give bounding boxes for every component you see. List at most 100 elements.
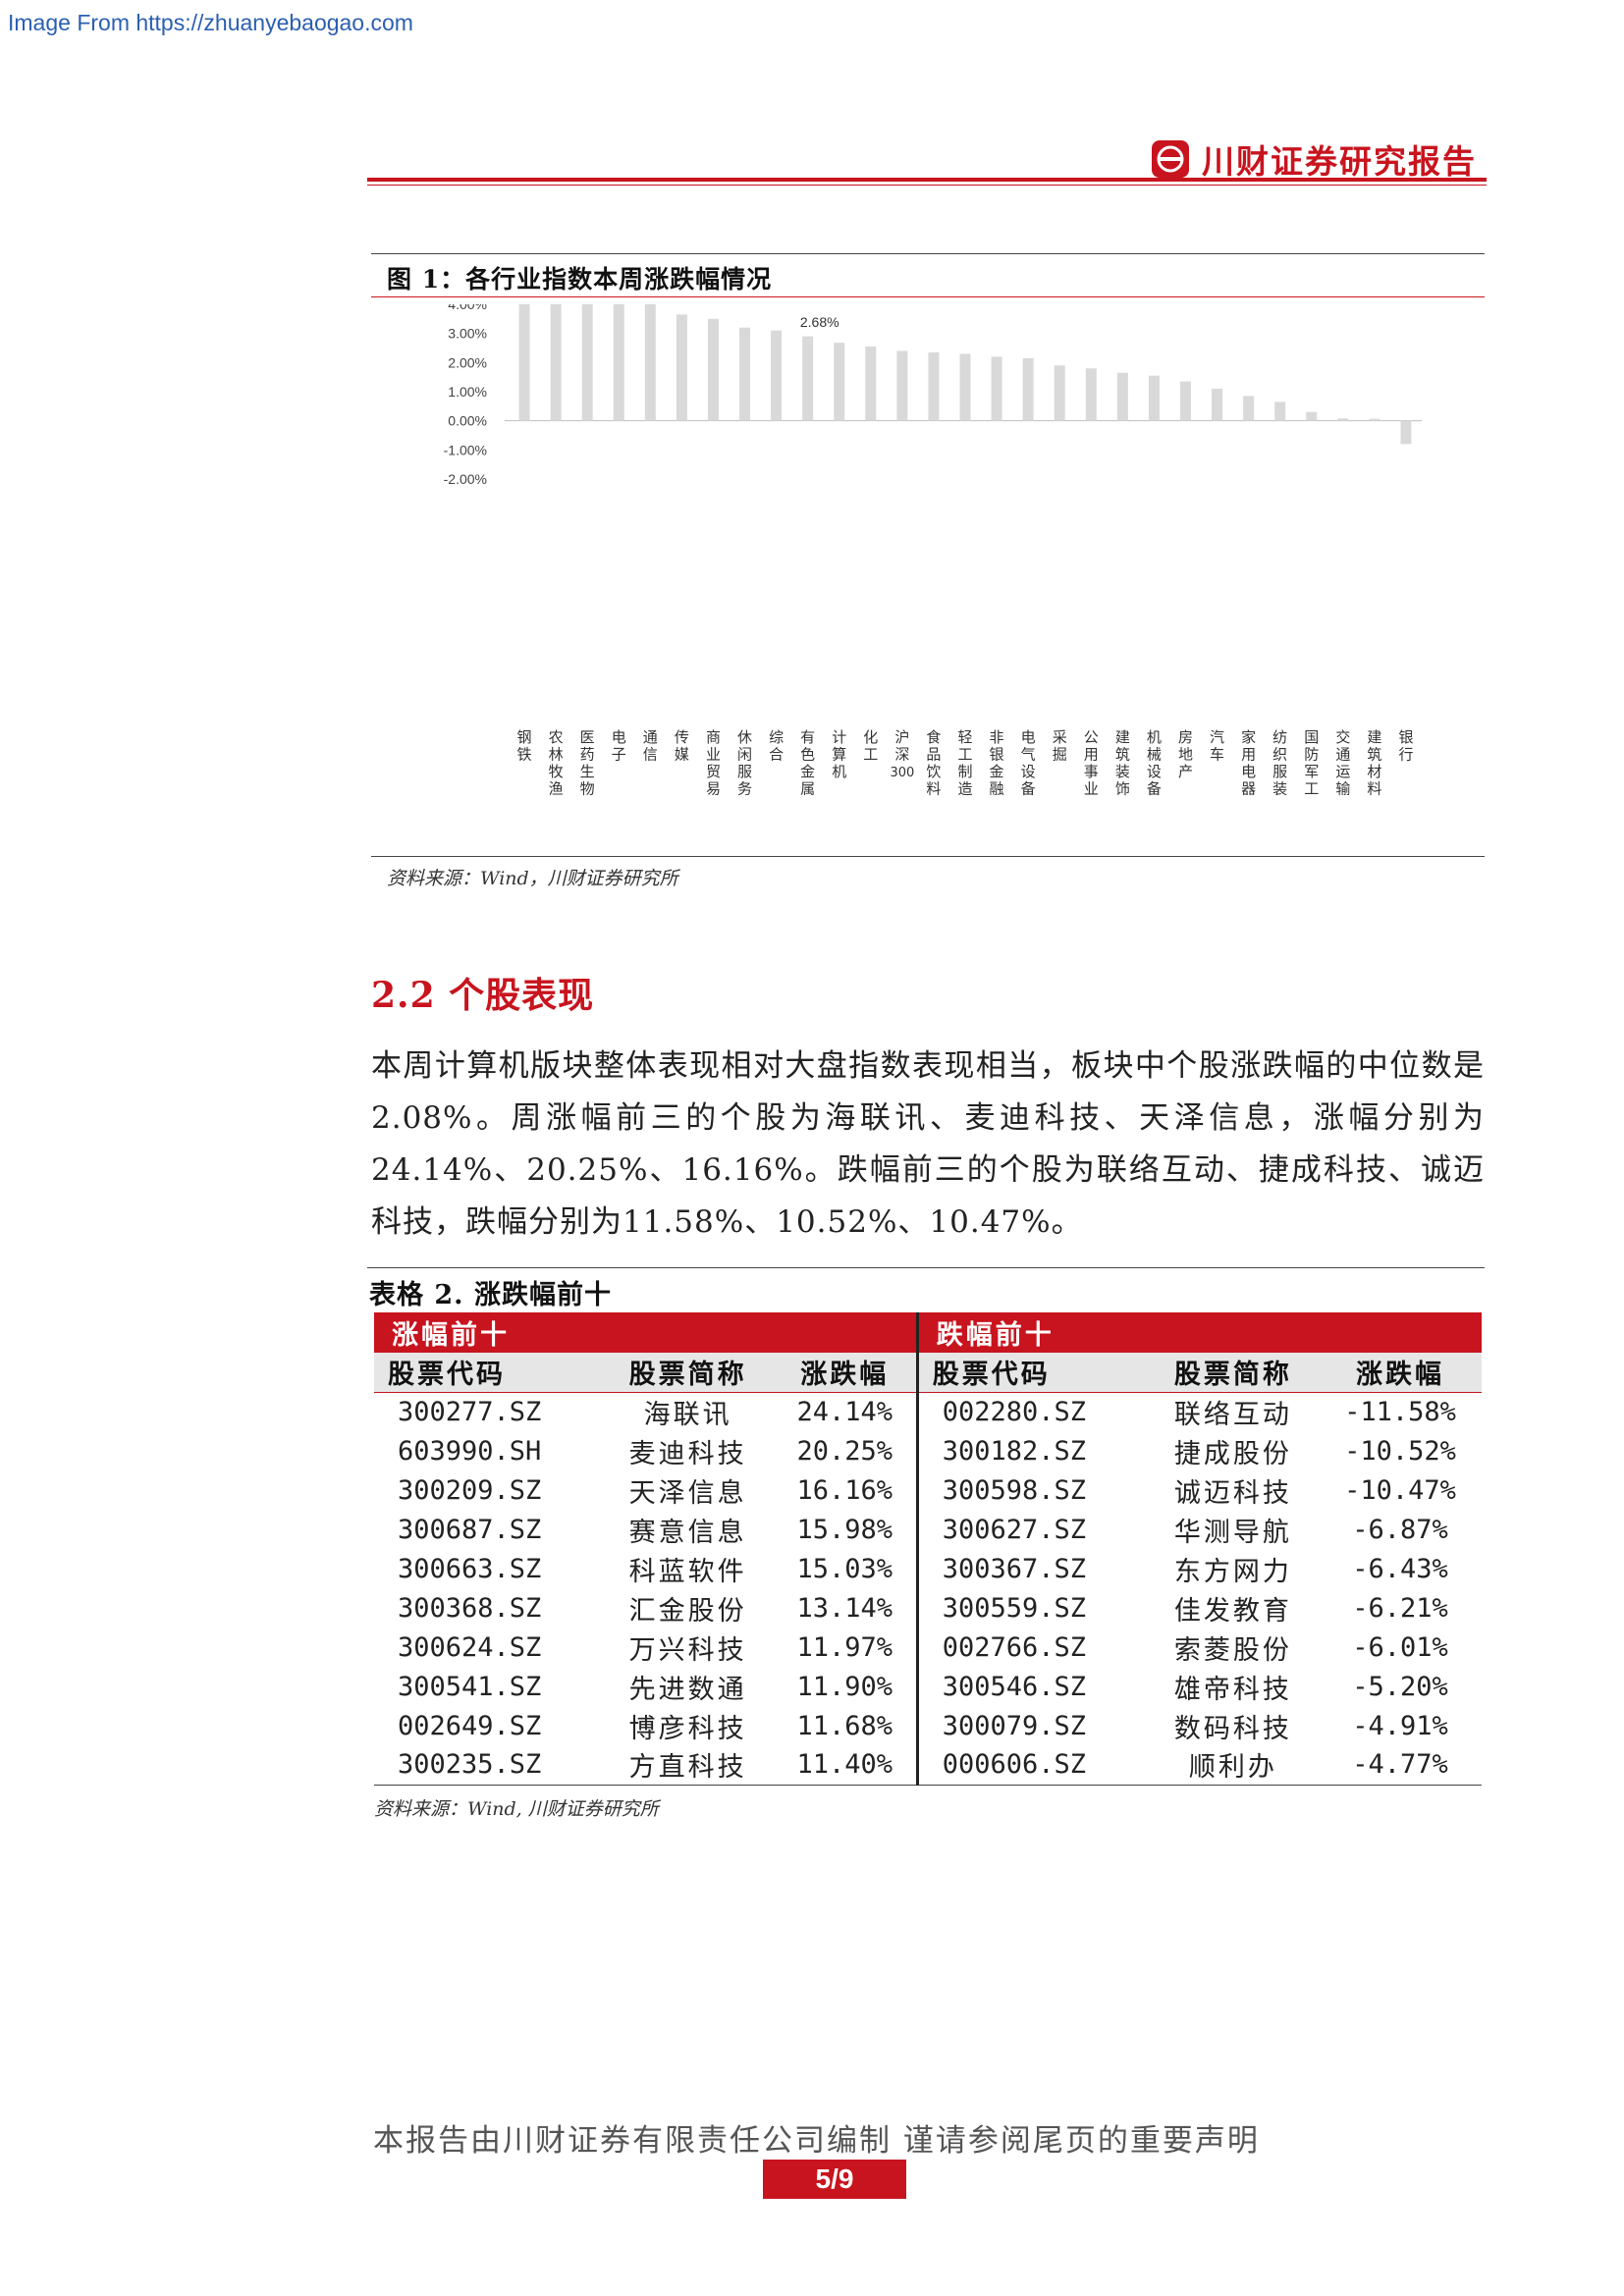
table-row: 002649.SZ 博彦科技 11.68% 300079.SZ 数码科技 -4.91%	[374, 1706, 1482, 1745]
table-source: 资料来源：Wind, 川财证券研究所	[374, 1794, 659, 1821]
x-category-label: 建筑装饰	[1115, 728, 1130, 798]
x-category-label: 机械设备	[1147, 728, 1162, 798]
x-category-label: 商业贸易	[706, 728, 721, 798]
bar-传媒	[677, 314, 687, 420]
loser-name-cell: 雄帝科技	[1148, 1667, 1319, 1706]
x-category-label: 通信	[643, 728, 658, 764]
page-number: 5/9	[763, 2160, 906, 2199]
table-top-rule	[367, 1267, 1485, 1268]
col-header-code: 股票代码	[374, 1353, 603, 1392]
loser-code-cell: 300182.SZ	[917, 1431, 1148, 1470]
x-category-label: 家用电器	[1241, 728, 1256, 798]
gainers-group-header: 涨幅前十	[374, 1312, 917, 1353]
loser-name-cell: 数码科技	[1148, 1706, 1319, 1745]
gainer-code-cell: 002649.SZ	[374, 1706, 603, 1745]
gainer-name-cell: 汇金股份	[603, 1588, 774, 1628]
gainer-change-cell: 11.97%	[774, 1628, 918, 1667]
top-ten-table: 涨幅前十 跌幅前十 股票代码 股票简称 涨跌幅 股票代码 股票简称 涨跌幅 30…	[374, 1312, 1482, 1786]
col-header-change: 涨跌幅	[774, 1353, 918, 1392]
loser-change-cell: -4.77%	[1319, 1745, 1482, 1785]
footer-disclaimer: 本报告由川财证券有限责任公司编制 谨请参阅尾页的重要声明	[373, 2115, 1260, 2160]
loser-name-cell: 捷成股份	[1148, 1431, 1319, 1470]
x-category-label: 传媒	[675, 728, 689, 764]
loser-change-cell: -10.52%	[1319, 1431, 1482, 1470]
y-tick-label: 0.00%	[448, 413, 487, 429]
x-category-label: 汽车	[1210, 728, 1224, 764]
loser-name-cell: 华测导航	[1148, 1510, 1319, 1549]
gainer-change-cell: 13.14%	[774, 1588, 918, 1628]
bar-建筑材料	[1369, 419, 1380, 421]
bar-食品饮料	[928, 352, 939, 421]
col-header-name: 股票简称	[1148, 1353, 1319, 1392]
gainer-name-cell: 博彦科技	[603, 1706, 774, 1745]
bar-钢铁	[519, 304, 530, 421]
x-category-label: 食品饮料	[926, 728, 941, 798]
col-header-code: 股票代码	[917, 1353, 1148, 1392]
loser-change-cell: -6.87%	[1319, 1510, 1482, 1549]
loser-name-cell: 顺利办	[1148, 1745, 1319, 1785]
table-row: 300235.SZ 方直科技 11.40% 000606.SZ 顺利办 -4.77%	[374, 1745, 1482, 1785]
gainer-code-cell: 603990.SH	[374, 1431, 603, 1470]
gainer-code-cell: 300277.SZ	[374, 1392, 603, 1431]
x-category-label: 国防军工	[1304, 728, 1319, 798]
gainer-name-cell: 方直科技	[603, 1745, 774, 1785]
bar-采掘	[1055, 365, 1065, 420]
gainer-change-cell: 11.68%	[774, 1706, 918, 1745]
table-row: 300209.SZ 天泽信息 16.16% 300598.SZ 诚迈科技 -10.47%	[374, 1470, 1482, 1510]
loser-code-cell: 300627.SZ	[917, 1510, 1148, 1549]
x-category-label: 电气设备	[1021, 728, 1036, 798]
figure-bottom-rule	[371, 856, 1485, 857]
bar-电子	[614, 304, 624, 421]
figure-top-rule	[371, 253, 1485, 254]
loser-change-cell: -6.01%	[1319, 1628, 1482, 1667]
loser-code-cell: 002766.SZ	[917, 1628, 1148, 1667]
loser-change-cell: -6.43%	[1319, 1549, 1482, 1588]
bar-家用电器	[1243, 396, 1254, 420]
bar-轻工制造	[960, 353, 971, 420]
x-category-label: 综合	[769, 728, 784, 764]
bar-医药生物	[582, 304, 593, 421]
table-title: 表格 2. 涨跌幅前十	[369, 1273, 612, 1311]
gainer-name-cell: 天泽信息	[603, 1470, 774, 1510]
gainer-name-cell: 麦迪科技	[603, 1431, 774, 1470]
bar-非银金融	[992, 356, 1002, 420]
bar-国防军工	[1306, 412, 1317, 421]
loser-change-cell: -5.20%	[1319, 1667, 1482, 1706]
brand-name: 川财证券研究报告	[1202, 135, 1477, 183]
table-row: 300277.SZ 海联讯 24.14% 002280.SZ 联络互动 -11.58%	[374, 1392, 1482, 1431]
loser-code-cell: 300367.SZ	[917, 1549, 1148, 1588]
x-category-label: 电子	[612, 728, 626, 764]
bar-农林牧渔	[551, 304, 562, 421]
gainer-change-cell: 11.40%	[774, 1745, 918, 1785]
gainer-name-cell: 海联讯	[603, 1392, 774, 1431]
figure-title: 图 1：各行业指数本周涨跌幅情况	[387, 260, 772, 295]
x-category-label: 银行	[1398, 728, 1413, 764]
x-category-label: 非银金融	[990, 728, 1004, 798]
table-row: 300663.SZ 科蓝软件 15.03% 300367.SZ 东方网力 -6.43%	[374, 1549, 1482, 1588]
bar-通信	[645, 304, 656, 421]
x-category-label: 化工	[863, 728, 878, 764]
x-category-label: 房地产	[1178, 728, 1193, 780]
y-tick-label: 3.00%	[448, 326, 487, 342]
losers-group-header: 跌幅前十	[917, 1312, 1482, 1353]
loser-name-cell: 诚迈科技	[1148, 1470, 1319, 1510]
figure-title-rule	[371, 296, 1485, 297]
x-category-label: 交通运输	[1335, 728, 1350, 798]
loser-code-cell: 002280.SZ	[917, 1392, 1148, 1431]
bar-沪深300	[896, 350, 907, 420]
bar-data-label: 2.68%	[800, 314, 839, 330]
bar-交通运输	[1337, 418, 1348, 420]
bar-化工	[865, 347, 876, 421]
x-category-label: 建筑材料	[1367, 728, 1381, 798]
loser-code-cell: 300598.SZ	[917, 1470, 1148, 1510]
watermark-text[interactable]: Image From https://zhuanyebaogao.com	[8, 10, 413, 36]
gainer-change-cell: 15.98%	[774, 1510, 918, 1549]
bar-商业贸易	[708, 319, 719, 421]
x-category-label: 钢铁	[517, 728, 532, 764]
bar-chart-svg: 7.00%6.00%5.00%4.00%3.00%2.00%1.00%0.00%…	[371, 304, 1485, 854]
x-category-label: 公用事业	[1084, 728, 1099, 798]
x-category-label: 农林牧渔	[549, 728, 564, 798]
bar-纺织服装	[1274, 401, 1285, 420]
gainer-code-cell: 300624.SZ	[374, 1628, 603, 1667]
bar-计算机	[834, 343, 844, 421]
